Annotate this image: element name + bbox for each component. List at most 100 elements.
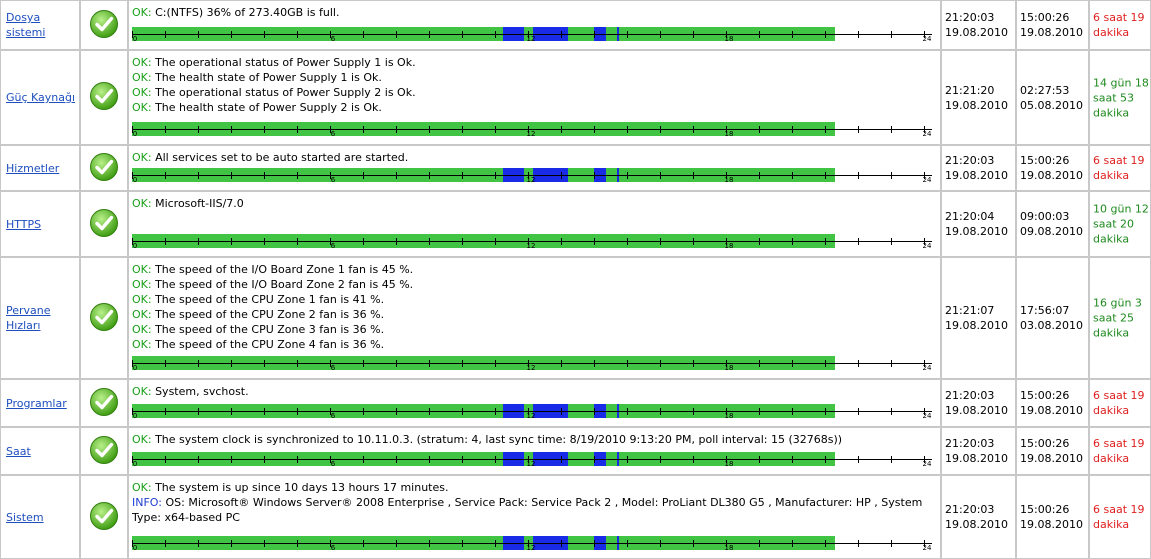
message-text: The speed of the I/O Board Zone 1 fan is… xyxy=(151,263,414,276)
timeline-tick xyxy=(198,238,199,245)
timeline-tick xyxy=(891,31,892,38)
check-name-link[interactable]: Programlar xyxy=(6,396,67,410)
message-text: OS: Microsoft® Windows Server® 2008 Ente… xyxy=(132,496,923,524)
timeline-tick xyxy=(594,408,595,415)
status-label: OK: xyxy=(132,71,152,84)
message-text: C:(NTFS) 36% of 273.40GB is full. xyxy=(151,6,340,19)
status-row: Güç Kaynağı OK: The operational status of… xyxy=(0,50,1151,145)
state-change-time-cell: 15:00:26 19.08.2010 xyxy=(1016,427,1089,475)
duration-text: 6 saat 19 dakika xyxy=(1093,503,1145,531)
timeline-tick xyxy=(132,126,133,133)
timeline-tick xyxy=(693,360,694,367)
timeline-tick xyxy=(924,172,925,179)
time-text: 21:21:07 xyxy=(945,304,995,317)
timeline-tick xyxy=(594,31,595,38)
message-line: OK: The speed of the I/O Board Zone 1 fa… xyxy=(132,262,936,277)
date-text: 19.08.2010 xyxy=(945,319,1008,332)
timeline-tick xyxy=(693,126,694,133)
availability-timeline: 0 6 12 18 24 xyxy=(132,168,932,185)
message-text: The speed of the CPU Zone 4 fan is 36 %. xyxy=(151,338,385,351)
check-name-link[interactable]: HTTPS xyxy=(6,217,42,231)
message-list: OK: The system clock is synchronized to … xyxy=(132,432,936,447)
time-text: 15:00:26 xyxy=(1020,389,1070,402)
timeline-tick xyxy=(660,456,661,463)
timeline-tick xyxy=(660,172,661,179)
timeline-tick xyxy=(858,360,859,367)
message-list: OK: The operational status of Power Supp… xyxy=(132,55,936,115)
availability-timeline: 0 6 12 18 24 xyxy=(132,404,932,421)
check-name-link[interactable]: Pervane Hızları xyxy=(6,304,51,332)
timeline-tick xyxy=(297,408,298,415)
timeline-tick xyxy=(363,126,364,133)
check-name-link[interactable]: Sistem xyxy=(6,510,44,524)
check-name-link[interactable]: Hizmetler xyxy=(6,161,60,175)
status-row: Sistem OK: The system is up since 10 days… xyxy=(0,475,1151,559)
timeline-tick xyxy=(693,540,694,547)
timeline-tick xyxy=(891,408,892,415)
date-text: 19.08.2010 xyxy=(945,452,1008,465)
timeline-hour-label: 0 xyxy=(132,412,138,420)
timeline-tick xyxy=(429,540,430,547)
message-cell: OK: All services set to be auto started … xyxy=(128,145,941,191)
check-name-link[interactable]: Güç Kaynağı xyxy=(6,91,76,104)
timeline-tick xyxy=(528,408,529,415)
check-name-link[interactable]: Saat xyxy=(6,444,31,458)
duration-cell: 10 gün 12 saat 20 dakika xyxy=(1089,191,1151,257)
timeline-tick xyxy=(396,172,397,179)
timeline-tick xyxy=(165,456,166,463)
timeline-hour-label: 12 xyxy=(526,460,536,468)
timeline-hour-label: 24 xyxy=(922,176,932,184)
timeline-tick xyxy=(264,360,265,367)
timeline-tick xyxy=(198,360,199,367)
timeline-tick xyxy=(792,540,793,547)
timeline-hour-label: 12 xyxy=(526,412,536,420)
message-line: OK: The speed of the I/O Board Zone 2 fa… xyxy=(132,277,936,292)
status-row: Pervane Hızları OK: The speed of the I/O … xyxy=(0,257,1151,379)
message-line: OK: The system clock is synchronized to … xyxy=(132,432,936,447)
status-label: OK: xyxy=(132,197,152,210)
timeline-tick xyxy=(792,238,793,245)
timeline-hour-label: 18 xyxy=(724,412,734,420)
timeline-tick xyxy=(264,31,265,38)
timeline-tick xyxy=(561,126,562,133)
timeline-tick xyxy=(924,238,925,245)
duration-cell: 14 gün 18 saat 53 dakika xyxy=(1089,50,1151,145)
timeline-tick xyxy=(495,238,496,245)
timeline-tick xyxy=(462,408,463,415)
timeline-tick xyxy=(396,126,397,133)
timeline-tick xyxy=(627,408,628,415)
timeline-tick xyxy=(198,456,199,463)
timeline-tick xyxy=(759,172,760,179)
timeline-tick xyxy=(825,238,826,245)
timeline-tick xyxy=(132,408,133,415)
timeline-tick xyxy=(726,172,727,179)
timeline-tick xyxy=(759,360,760,367)
status-row: HTTPS OK: Microsoft-IIS/7.0 0 6 12 18 24 21:20:… xyxy=(0,191,1151,257)
timeline-tick xyxy=(165,172,166,179)
status-cell xyxy=(80,0,128,50)
timeline-tick xyxy=(759,408,760,415)
date-text: 09.08.2010 xyxy=(1020,225,1083,238)
date-text: 05.08.2010 xyxy=(1020,98,1083,112)
timeline-tick xyxy=(891,238,892,245)
timeline-hour-label: 18 xyxy=(724,544,734,552)
check-name-link[interactable]: Dosya sistemi xyxy=(6,11,46,39)
timeline-hour-label: 18 xyxy=(724,364,734,372)
status-cell xyxy=(80,257,128,379)
timeline-tick xyxy=(660,31,661,38)
duration-text: 16 gün 3 saat 25 dakika xyxy=(1093,296,1142,340)
timeline-tick xyxy=(429,126,430,133)
timeline-tick xyxy=(858,172,859,179)
timeline-tick xyxy=(165,126,166,133)
availability-timeline: 0 6 12 18 24 xyxy=(132,122,932,139)
timeline-tick xyxy=(594,540,595,547)
time-text: 21:20:04 xyxy=(945,210,995,223)
timeline-tick xyxy=(561,31,562,38)
timeline-hour-label: 0 xyxy=(132,242,138,250)
timeline-tick xyxy=(198,126,199,133)
timeline-hour-label: 24 xyxy=(922,35,932,43)
timeline-tick xyxy=(924,31,925,38)
timeline-tick xyxy=(726,540,727,547)
timeline-hour-label: 6 xyxy=(330,364,336,372)
status-row: Hizmetler OK: All services set to be auto… xyxy=(0,145,1151,191)
